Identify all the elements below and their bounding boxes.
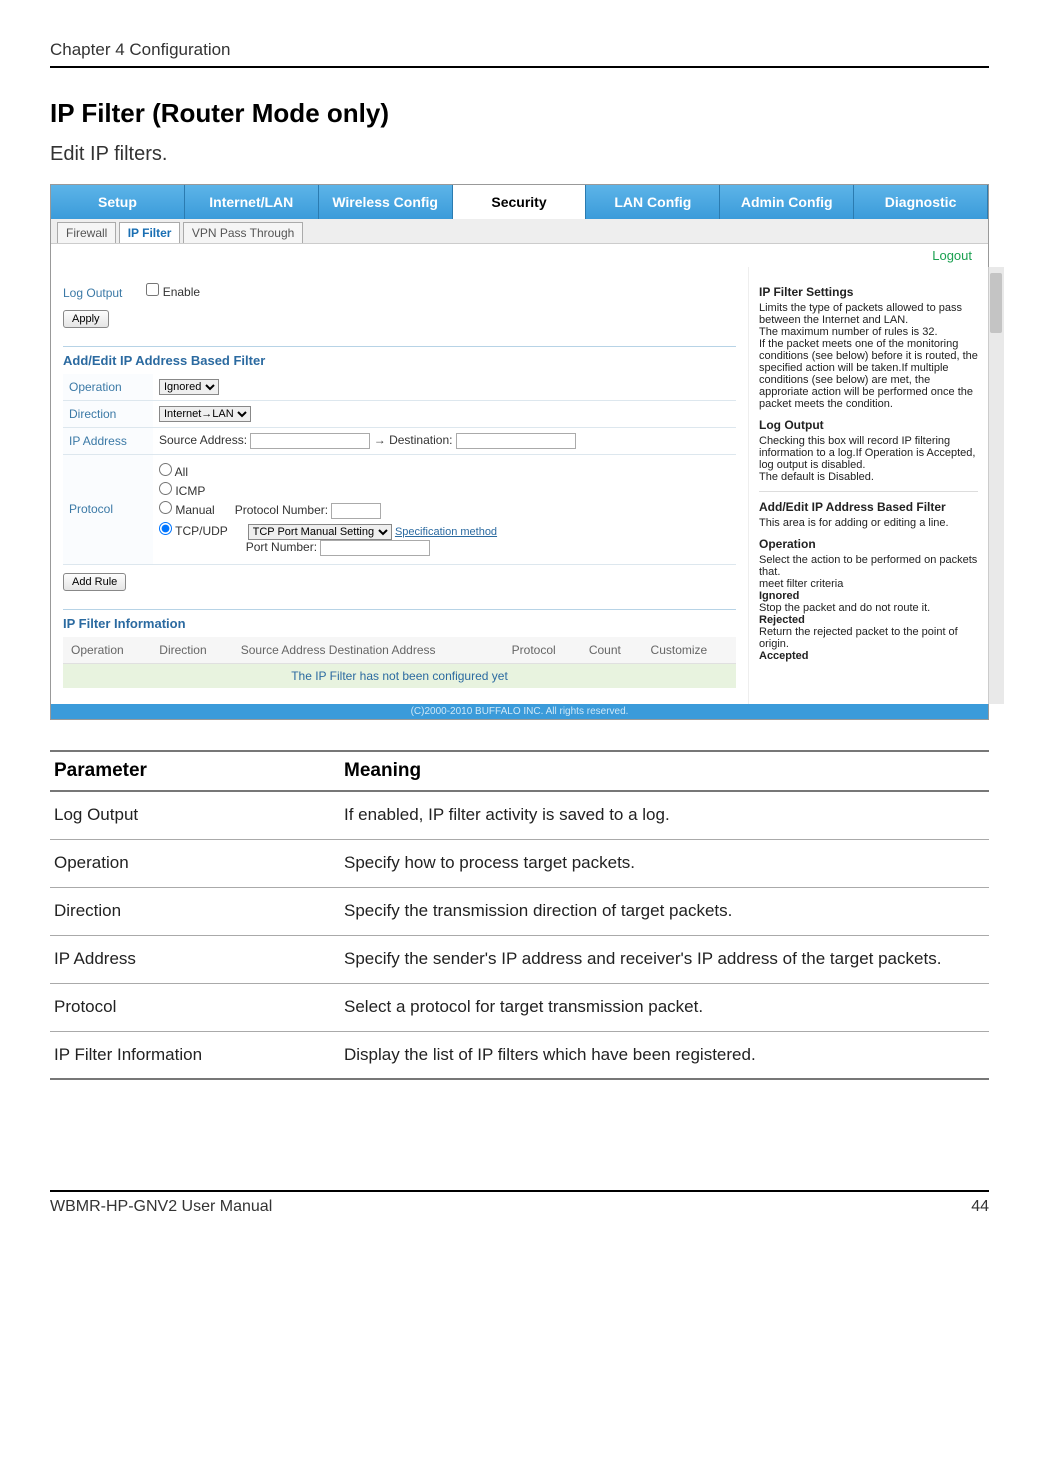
tab-internet-lan[interactable]: Internet/LAN [185,185,319,219]
info-h4: Protocol [504,637,581,664]
help-p9: Stop the packet and do not route it. [759,602,978,614]
tcp-select[interactable]: TCP Port Manual Setting [248,524,392,540]
addedit-title: Add/Edit IP Address Based Filter [63,353,736,368]
meaning-header: Meaning [340,751,989,791]
help-p2: The maximum number of rules is 32. [759,326,978,338]
help-h1: IP Filter Settings [759,285,978,299]
spec-method-link[interactable]: Specification method [395,526,497,538]
section-title: IP Filter (Router Mode only) [50,98,989,129]
source-input[interactable] [250,433,370,449]
info-h6: Customize [643,637,736,664]
help-p3: If the packet meets one of the monitorin… [759,338,978,410]
table-row: Log OutputIf enabled, IP filter activity… [50,791,989,839]
proto-num-input[interactable] [331,503,381,519]
help-rejected: Rejected [759,614,805,626]
tab-security[interactable]: Security [453,185,587,219]
proto-tcpudp-radio[interactable] [159,522,172,535]
tab-lan-config[interactable]: LAN Config [586,185,720,219]
table-row: ProtocolSelect a protocol for target tra… [50,983,989,1031]
table-row: OperationSpecify how to process target p… [50,839,989,887]
ipaddress-label: IP Address [63,427,153,454]
help-panel: IP Filter Settings Limits the type of pa… [748,267,988,704]
help-p8: meet filter criteria [759,578,978,590]
proto-manual-label: Manual [175,503,214,517]
scrollbar-thumb[interactable] [990,273,1002,333]
info-h1: Operation [63,637,151,664]
parameter-table: Parameter Meaning Log OutputIf enabled, … [50,750,989,1081]
table-row: IP AddressSpecify the sender's IP addres… [50,935,989,983]
subtab-vpn[interactable]: VPN Pass Through [183,222,304,243]
help-h2: Log Output [759,418,978,432]
proto-manual-radio[interactable] [159,501,172,514]
manual-name: WBMR-HP-GNV2 User Manual [50,1198,272,1216]
enable-label: Enable [163,285,200,299]
main-tabs: Setup Internet/LAN Wireless Config Secur… [51,185,988,219]
direction-label: Direction [63,400,153,427]
enable-checkbox[interactable] [146,283,159,296]
help-h3: Add/Edit IP Address Based Filter [759,500,978,514]
help-h4: Operation [759,537,978,551]
help-p6: This area is for adding or editing a lin… [759,517,978,529]
sub-tabs: Firewall IP Filter VPN Pass Through [51,219,988,244]
tab-diagnostic[interactable]: Diagnostic [854,185,988,219]
section-subtitle: Edit IP filters. [50,143,989,166]
help-p10: Return the rejected packet to the point … [759,626,978,650]
page-footer: WBMR-HP-GNV2 User Manual 44 [50,1190,989,1216]
tab-wireless[interactable]: Wireless Config [319,185,453,219]
subtab-ipfilter[interactable]: IP Filter [119,222,181,243]
proto-all-label: All [175,465,188,479]
chapter-header: Chapter 4 Configuration [50,40,989,68]
subtab-firewall[interactable]: Firewall [57,222,116,243]
help-p5: The default is Disabled. [759,471,978,483]
proto-icmp-radio[interactable] [159,482,172,495]
table-row: DirectionSpecify the transmission direct… [50,887,989,935]
tab-setup[interactable]: Setup [51,185,185,219]
operation-select[interactable]: Ignored [159,379,219,395]
logout-link[interactable]: Logout [932,248,972,263]
protocol-label: Protocol [63,454,153,564]
port-input[interactable] [320,540,430,556]
help-accepted: Accepted [759,650,809,662]
table-row: IP Filter InformationDisplay the list of… [50,1031,989,1079]
help-p7: Select the action to be performed on pac… [759,554,978,578]
apply-button[interactable]: Apply [63,310,109,328]
help-p1: Limits the type of packets allowed to pa… [759,302,978,326]
dest-input[interactable] [456,433,576,449]
source-label: Source Address: [159,433,247,447]
add-rule-button[interactable]: Add Rule [63,573,126,591]
proto-tcpudp-label: TCP/UDP [175,524,227,538]
param-header: Parameter [50,751,340,791]
copyright-bar: (C)2000-2010 BUFFALO INC. All rights res… [51,704,988,719]
dest-label: → Destination: [374,433,453,447]
log-output-label: Log Output [63,286,143,300]
operation-label: Operation [63,374,153,401]
port-label: Port Number: [246,540,317,554]
info-empty: The IP Filter has not been configured ye… [63,663,736,688]
help-p4: Checking this box will record IP filteri… [759,435,978,471]
tab-admin[interactable]: Admin Config [720,185,854,219]
proto-icmp-label: ICMP [175,484,205,498]
info-h5: Count [581,637,643,664]
direction-select[interactable]: Internet→LAN [159,406,251,422]
proto-num-label: Protocol Number: [235,503,328,517]
info-h3: Source Address Destination Address [233,637,504,664]
config-form: Log Output Enable Apply Add/Edit IP Addr… [51,267,748,704]
page-number: 44 [971,1198,989,1216]
info-title: IP Filter Information [63,616,736,631]
router-screenshot: Setup Internet/LAN Wireless Config Secur… [50,184,989,720]
proto-all-radio[interactable] [159,463,172,476]
info-h2: Direction [151,637,232,664]
help-ignored: Ignored [759,590,799,602]
